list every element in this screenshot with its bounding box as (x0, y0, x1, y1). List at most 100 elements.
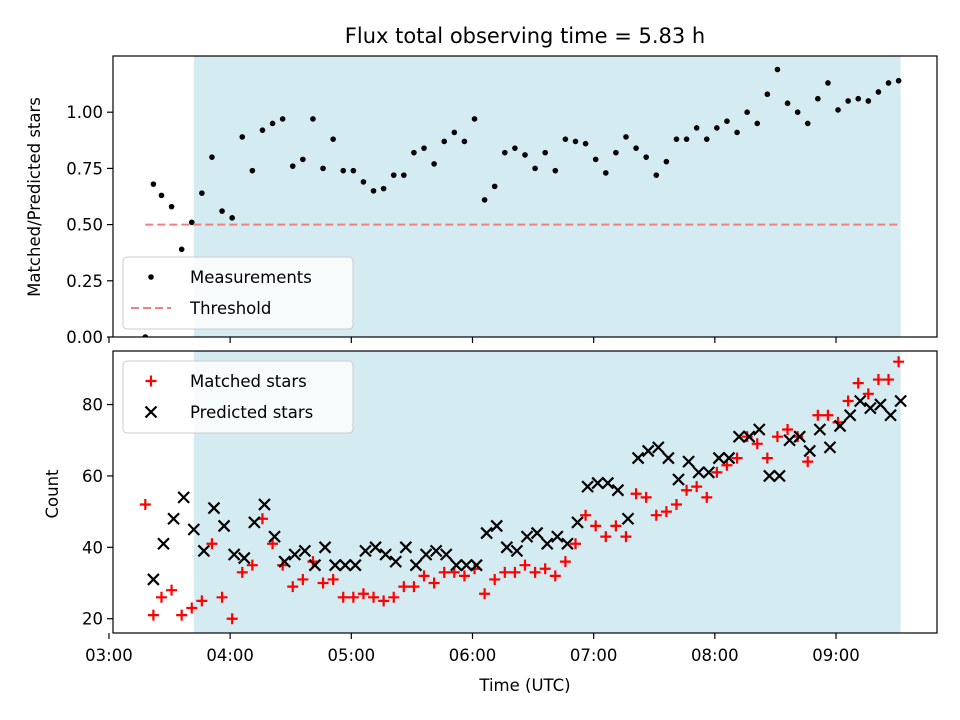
x-axis-label: Time (UTC) (478, 676, 570, 695)
measurements-point (451, 129, 458, 136)
matched-stars-point (166, 584, 178, 596)
y-tick-label: 20 (82, 610, 103, 629)
predicted-stars-point (551, 530, 564, 543)
predicted-stars-point (399, 541, 413, 554)
predicted-stars-point (328, 558, 342, 572)
predicted-stars-point (662, 451, 675, 465)
matched-stars-point (378, 595, 390, 607)
measurements-point (552, 167, 559, 174)
matched-stars-point (852, 377, 864, 389)
measurements-point (512, 145, 518, 151)
predicted-stars-point (884, 408, 897, 422)
axes-frame (112, 55, 938, 338)
predicted-stars-point (409, 558, 423, 572)
measurements-point (895, 77, 902, 84)
predicted-stars-point (147, 573, 160, 586)
measurements-point (734, 129, 740, 136)
legend-label-predicted-stars: Predicted stars (190, 403, 313, 422)
measurements-point (421, 145, 427, 151)
bottom-panel: 20 40 60 80 03:00 04:00 05:00 06:00 07:00 08:00 09… (82, 350, 938, 665)
measurements-point (693, 125, 700, 131)
predicted-stars-point (621, 512, 635, 526)
predicted-stars-point (369, 541, 382, 554)
predicted-stars-point (611, 483, 625, 497)
measurements-point (300, 156, 306, 163)
predicted-stars-point (237, 551, 251, 565)
matched-stars-point (822, 409, 834, 421)
matched-stars-point (711, 466, 723, 478)
measurements-point (774, 66, 781, 73)
matched-stars-point (176, 609, 188, 621)
y-tick-label: 0.00 (66, 328, 103, 347)
measurements-point (825, 80, 831, 86)
measurements-point (340, 167, 347, 174)
predicted-stars-point (288, 548, 302, 561)
predicted-stars-point (439, 548, 453, 561)
measurements-point (522, 152, 528, 158)
matched-stars-point (812, 409, 824, 421)
matched-stars-point (479, 588, 491, 600)
measurements-point (845, 98, 851, 104)
measurements-point (150, 181, 157, 187)
x-tick-label: 08:00 (691, 646, 739, 665)
predicted-stars-point (460, 558, 473, 572)
legend-box (122, 360, 354, 434)
measurements-point (188, 219, 195, 226)
predicted-stars-point (379, 548, 392, 561)
y-tick-label: 0.50 (66, 216, 103, 235)
measurements-point (411, 149, 417, 156)
predicted-stars-point (338, 558, 352, 572)
matched-stars-point (337, 591, 349, 603)
measurements-point (401, 172, 407, 178)
predicted-stars-point (318, 541, 332, 554)
matched-stars-point (802, 456, 814, 468)
measurements-point (209, 154, 215, 160)
y-tick-label: 0.75 (66, 159, 103, 178)
measurements-point (178, 246, 185, 253)
matched-stars-point (398, 581, 410, 593)
matched-stars-point (489, 573, 501, 585)
measurements-point (613, 149, 619, 156)
bottom-y-axis-label: Count (43, 469, 62, 519)
predicted-stars-point (167, 512, 180, 526)
predicted-stars-point (470, 558, 483, 572)
predicted-stars-point (793, 430, 806, 443)
measurements-point (673, 136, 680, 142)
legend-label-measurements: Measurements (190, 268, 312, 287)
measurements-point (310, 116, 316, 122)
matched-stars-point (147, 609, 159, 621)
axes-frame (112, 350, 938, 634)
measurements-point (885, 80, 892, 86)
predicted-stars-point (702, 466, 716, 479)
predicted-stars-point (177, 491, 190, 504)
measurements-point (532, 165, 538, 172)
predicted-stars-point (227, 548, 241, 561)
measurements-point (572, 138, 579, 145)
matched-stars-point (893, 356, 905, 368)
predicted-stars-point (520, 530, 534, 543)
predicted-stars-point (773, 469, 786, 483)
x-tick-label: 09:00 (812, 646, 860, 665)
x-tick-label: 05:00 (328, 646, 376, 665)
predicted-stars-point (631, 451, 645, 465)
matched-stars-point (630, 488, 642, 500)
predicted-stars-point (843, 408, 857, 422)
matched-stars-point (731, 452, 743, 464)
predicted-stars-point (510, 544, 524, 558)
predicted-stars-point (894, 394, 907, 408)
measurements-point (370, 188, 377, 194)
predicted-stars-point (682, 455, 695, 468)
matched-stars-point (580, 509, 592, 521)
predicted-stars-point (672, 473, 685, 486)
matched-stars-point (751, 438, 763, 450)
predicted-stars-point (752, 423, 766, 436)
measurements-point (602, 170, 609, 176)
measurements-point (461, 138, 468, 145)
measurements-point (633, 145, 639, 151)
x-tick-label: 04:00 (206, 646, 254, 665)
y-tick-label: 0.25 (66, 272, 103, 291)
measurements-point (643, 154, 649, 160)
matched-stars-point (206, 538, 218, 550)
measurements-point (714, 125, 720, 131)
predicted-stars-point (389, 555, 403, 568)
